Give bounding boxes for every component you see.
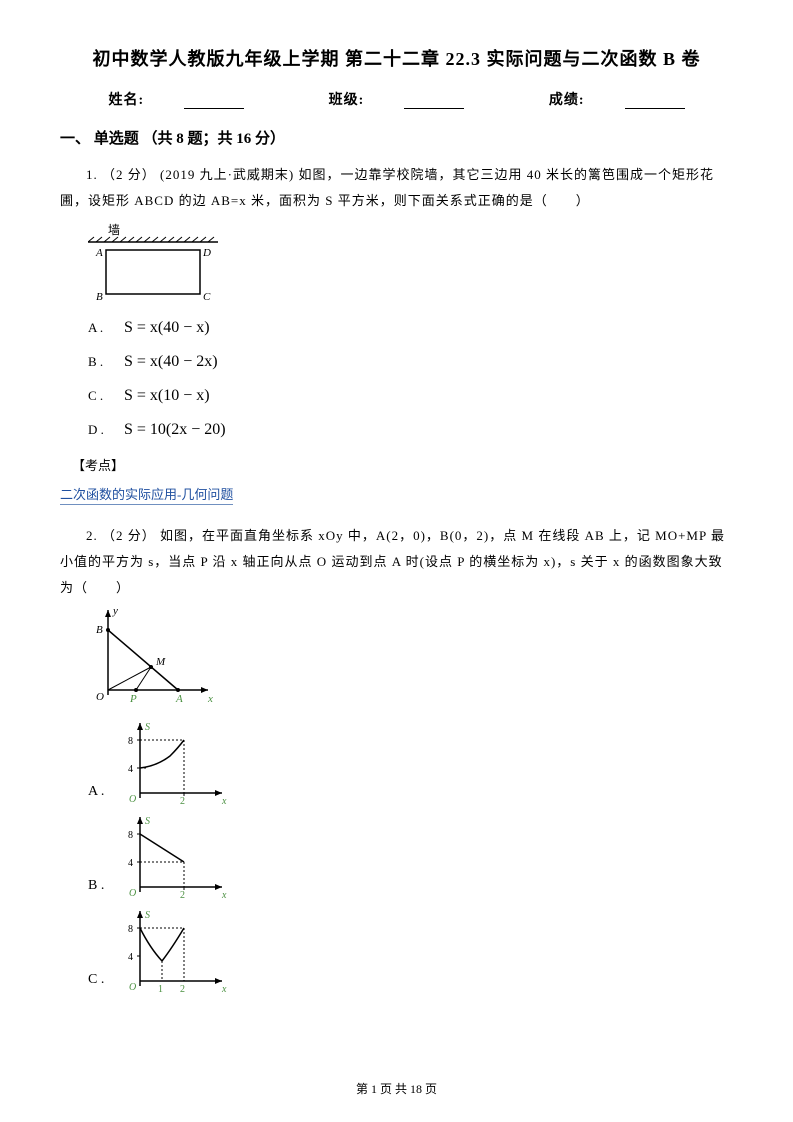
svg-text:x: x (221, 796, 227, 807)
formula: S = 10(2x − 20) (124, 421, 226, 439)
page-footer: 第 1 页 共 18 页 (0, 1080, 793, 1097)
svg-text:O: O (129, 982, 136, 993)
q2-option-c: C . S x O 4 8 1 2 (88, 906, 733, 996)
wall-label: 墙 (108, 223, 120, 237)
student-info-row: 姓名: 班级: 成绩: (60, 89, 733, 109)
formula: S = x(10 − x) (124, 387, 210, 405)
svg-text:S: S (145, 816, 150, 827)
option-label: A . (88, 784, 112, 800)
svg-text:2: 2 (180, 890, 185, 901)
q2-option-a: A . S x O 4 8 2 (88, 718, 733, 808)
class-blank (404, 95, 464, 109)
option-label: B . (88, 878, 112, 894)
option-label: D . (88, 422, 112, 438)
svg-text:O: O (129, 888, 136, 899)
svg-text:B: B (96, 291, 103, 300)
svg-text:4: 4 (128, 858, 133, 869)
svg-text:B: B (96, 624, 103, 636)
svg-text:4: 4 (128, 952, 133, 963)
section-header: 一、 单选题 （共 8 题；共 16 分） (60, 127, 733, 148)
page-title: 初中数学人教版九年级上学期 第二十二章 22.3 实际问题与二次函数 B 卷 (60, 45, 733, 71)
question-2-diagram: y x O B A M P (88, 605, 733, 710)
question-1-diagram: 墙 A D B C (88, 222, 733, 305)
question-2-text: 2. （2 分） 如图，在平面直角坐标系 xOy 中，A(2，0)，B(0，2)… (60, 523, 733, 601)
svg-text:y: y (112, 605, 118, 617)
svg-text:x: x (221, 890, 227, 901)
formula: S = x(40 − x) (124, 319, 210, 337)
class-label: 班级: (329, 93, 365, 108)
question-1-text: 1. （2 分） (2019 九上·武威期末) 如图，一边靠学校院墙，其它三边用… (60, 162, 733, 214)
q1-option-d: D . S = 10(2x − 20) (88, 421, 733, 439)
svg-text:8: 8 (128, 924, 133, 935)
svg-text:S: S (145, 910, 150, 921)
svg-text:x: x (207, 693, 213, 705)
q1-option-b: B . S = x(40 − 2x) (88, 353, 733, 371)
svg-text:A: A (175, 693, 183, 705)
svg-text:4: 4 (128, 764, 133, 775)
option-label: C . (88, 972, 112, 988)
svg-text:2: 2 (180, 984, 185, 995)
q1-option-c: C . S = x(10 − x) (88, 387, 733, 405)
svg-text:S: S (145, 722, 150, 733)
score-blank (625, 95, 685, 109)
svg-text:P: P (129, 693, 137, 705)
svg-text:D: D (202, 247, 211, 259)
svg-text:1: 1 (158, 984, 163, 995)
q2-option-b: B . S x O 4 8 2 (88, 812, 733, 902)
name-blank (184, 95, 244, 109)
svg-text:8: 8 (128, 736, 133, 747)
topic-tag: 二次函数的实际应用-几何问题 (60, 484, 233, 505)
formula: S = x(40 − 2x) (124, 353, 218, 371)
option-label: A . (88, 320, 112, 336)
svg-text:A: A (95, 247, 103, 259)
q1-option-a: A . S = x(40 − x) (88, 319, 733, 337)
svg-text:8: 8 (128, 830, 133, 841)
svg-text:C: C (203, 291, 211, 300)
score-label: 成绩: (549, 93, 585, 108)
svg-text:2: 2 (180, 796, 185, 807)
svg-text:O: O (129, 794, 136, 805)
svg-text:O: O (96, 691, 104, 703)
kaodian-label: 【考点】 (72, 455, 733, 474)
option-label: B . (88, 354, 112, 370)
name-label: 姓名: (108, 93, 144, 108)
option-label: C . (88, 388, 112, 404)
svg-text:M: M (155, 656, 166, 668)
svg-text:x: x (221, 984, 227, 995)
